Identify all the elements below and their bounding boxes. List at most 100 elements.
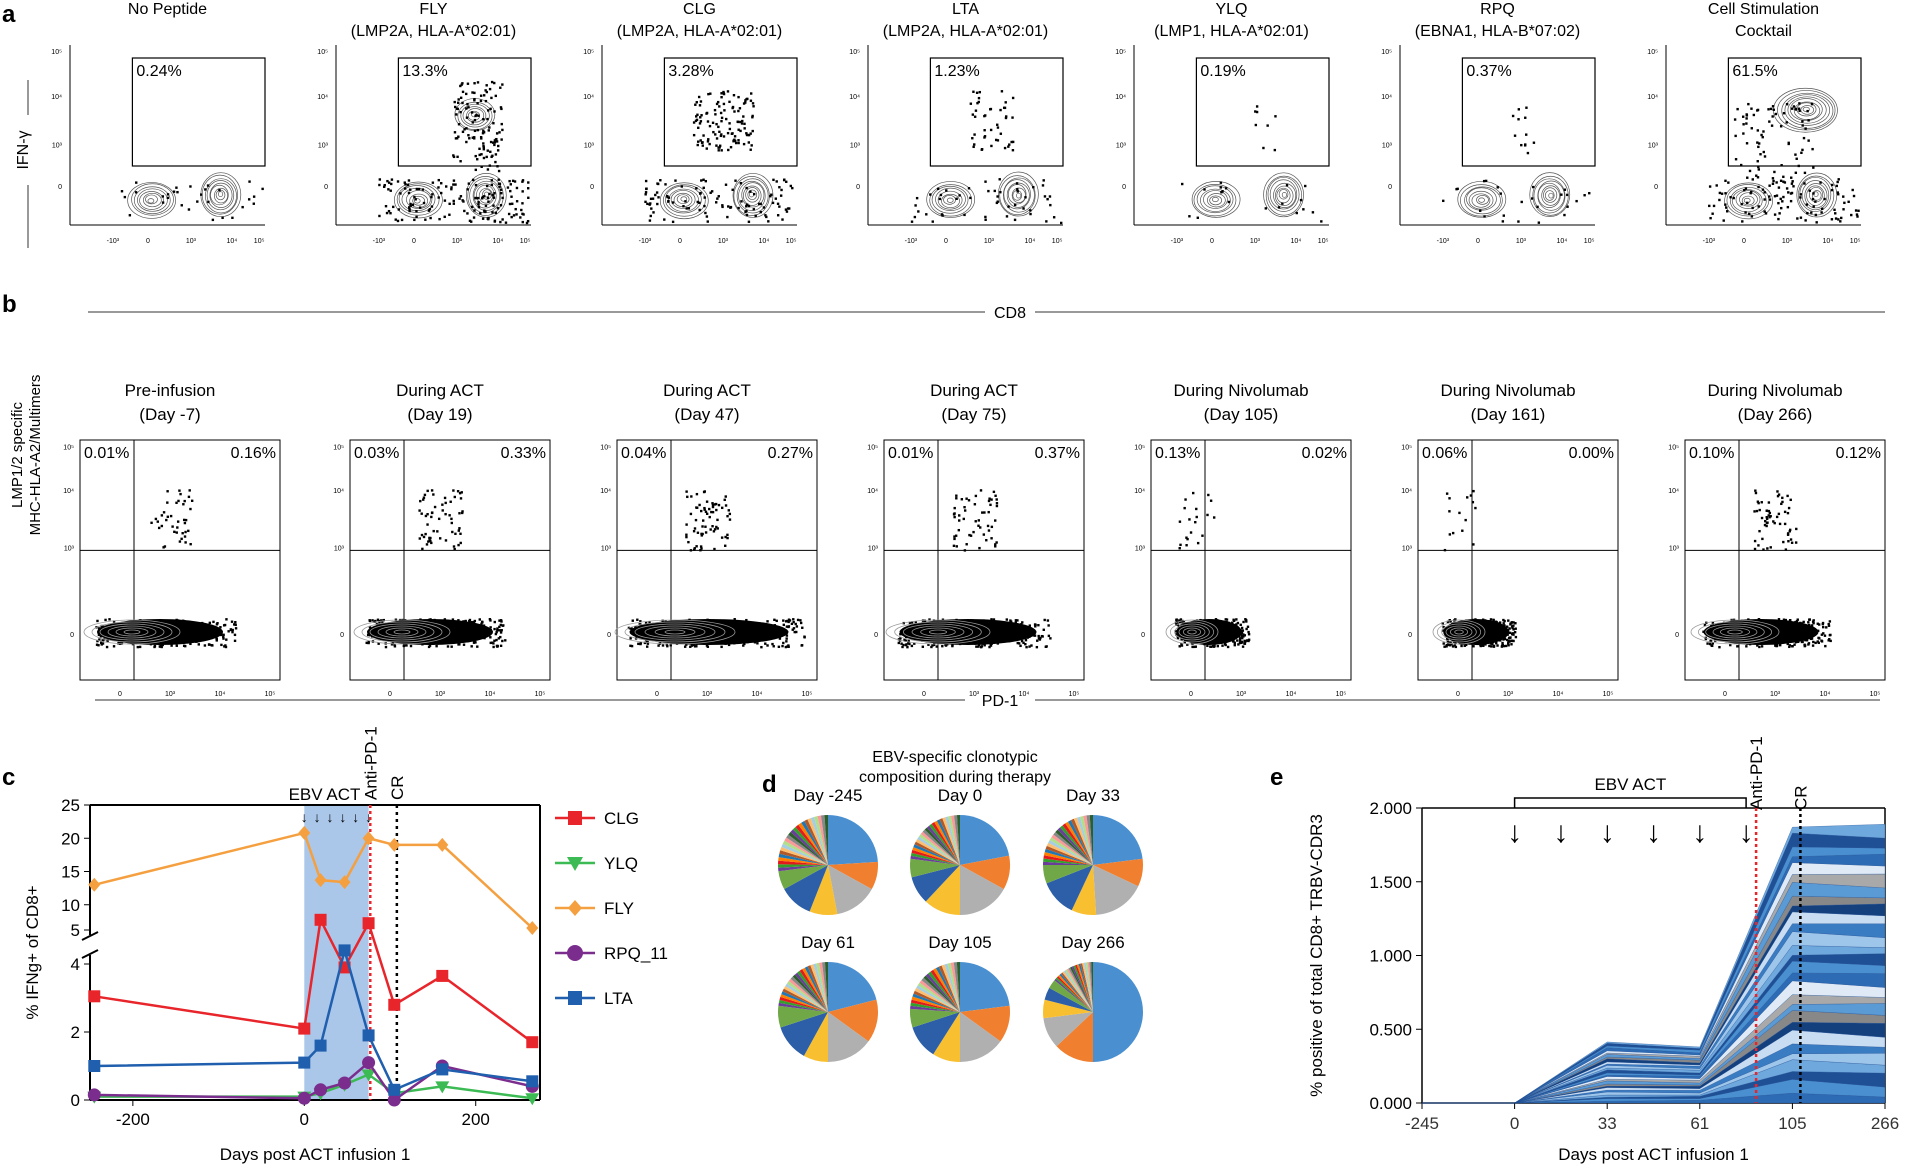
event-dot [196,200,199,203]
event-dot [453,100,456,104]
event-dot [795,630,798,634]
event-dot [444,539,448,542]
ifng-pos-population [1787,96,1827,124]
event-dot [1836,191,1840,194]
event-dot [484,89,487,92]
event-dot [184,530,187,534]
pie-slice-minor [779,850,828,865]
y-tick-label: 10³ [318,143,329,150]
y-tick-label: 10⁵ [1647,49,1658,56]
event-dot [438,217,441,221]
event-dot [1242,633,1245,636]
event-dot [1499,192,1502,195]
event-dot [1502,644,1506,648]
event-dot [913,642,916,645]
event-dot [399,192,402,195]
event-dot [1732,196,1735,200]
infusion-arrow: ↓ [301,809,308,825]
event-dot [962,517,965,521]
event-dot [897,641,900,645]
event-dot [452,199,455,203]
event-dot [711,505,715,509]
y-tick-label: 10³ [1382,143,1393,150]
pie-slice-minor [797,970,828,1012]
data-point-lta [298,1056,311,1069]
event-dot [716,518,719,522]
event-dot [1708,185,1712,188]
event-dot [465,107,468,110]
event-dot [1503,619,1506,623]
event-dot [489,150,492,154]
event-dot [1827,622,1830,626]
plot-title: During Nivolumab [1173,381,1308,400]
data-point-ylq [435,1081,450,1094]
event-dot [695,545,698,548]
event-dot [745,132,748,135]
infusion-arrow: ↓ [339,809,346,825]
pie-slice [925,865,960,915]
event-dot [939,193,943,197]
event-dot [457,619,460,622]
event-dot [1022,641,1025,645]
event-dot [711,121,715,125]
event-dot [377,642,380,645]
event-dot [972,90,975,93]
y-tick-label: 10³ [52,143,63,150]
event-dot [493,627,496,631]
event-dot [631,619,634,622]
event-dot [1786,494,1789,498]
event-dot [967,187,971,190]
cd8-neg-population [1209,195,1223,206]
event-dot [490,641,494,644]
event-dot [739,129,742,133]
event-dot [247,198,251,201]
pie-slice-minor [1055,829,1093,865]
event-dot [971,113,975,116]
cd8-pos-population [210,184,229,206]
event-dot [648,219,652,222]
event-dot [494,160,497,164]
event-dot [476,81,480,84]
event-dot [1441,629,1445,632]
event-dot [1464,518,1467,522]
event-dot [452,202,456,205]
event-dot [757,202,761,206]
event-dot [666,195,669,199]
event-dot [726,536,729,540]
event-dot [1727,181,1730,184]
event-dot [1474,506,1477,510]
data-point-clg [314,913,327,926]
event-dot [1507,639,1510,642]
event-dot [1046,197,1049,201]
event-dot [1238,637,1242,640]
gate-percentage: 61.5% [1732,63,1777,80]
event-dot [1442,625,1445,629]
event-dot [368,626,372,629]
event-dot [489,636,492,639]
data-point-clg [362,917,375,930]
event-dot [1834,212,1837,215]
pie-slice-minor [917,836,960,865]
x-tick-label: 0 [1723,691,1727,698]
event-dot [1811,197,1815,201]
event-dot [1720,192,1724,195]
y-tick-label: 0 [607,632,611,639]
pie-slice-minor [935,966,960,1012]
event-dot [1772,108,1775,111]
pie-slice-minor [956,962,960,1012]
x-tick-label: 0 [1742,238,1746,245]
pie-slice-minor [1078,963,1093,1012]
event-dot [1768,184,1771,187]
event-dot [1709,216,1712,220]
pie-slice-minor [780,994,828,1012]
event-dot [711,502,714,505]
event-dot [1770,124,1774,127]
data-point-lta [388,1083,401,1096]
event-dot [482,129,485,133]
event-dot [1761,135,1764,139]
y-tick-label: 10³ [334,545,345,552]
event-dot [1219,181,1223,184]
contour-line [644,625,706,639]
event-dot [378,178,382,181]
event-dot [421,188,425,191]
